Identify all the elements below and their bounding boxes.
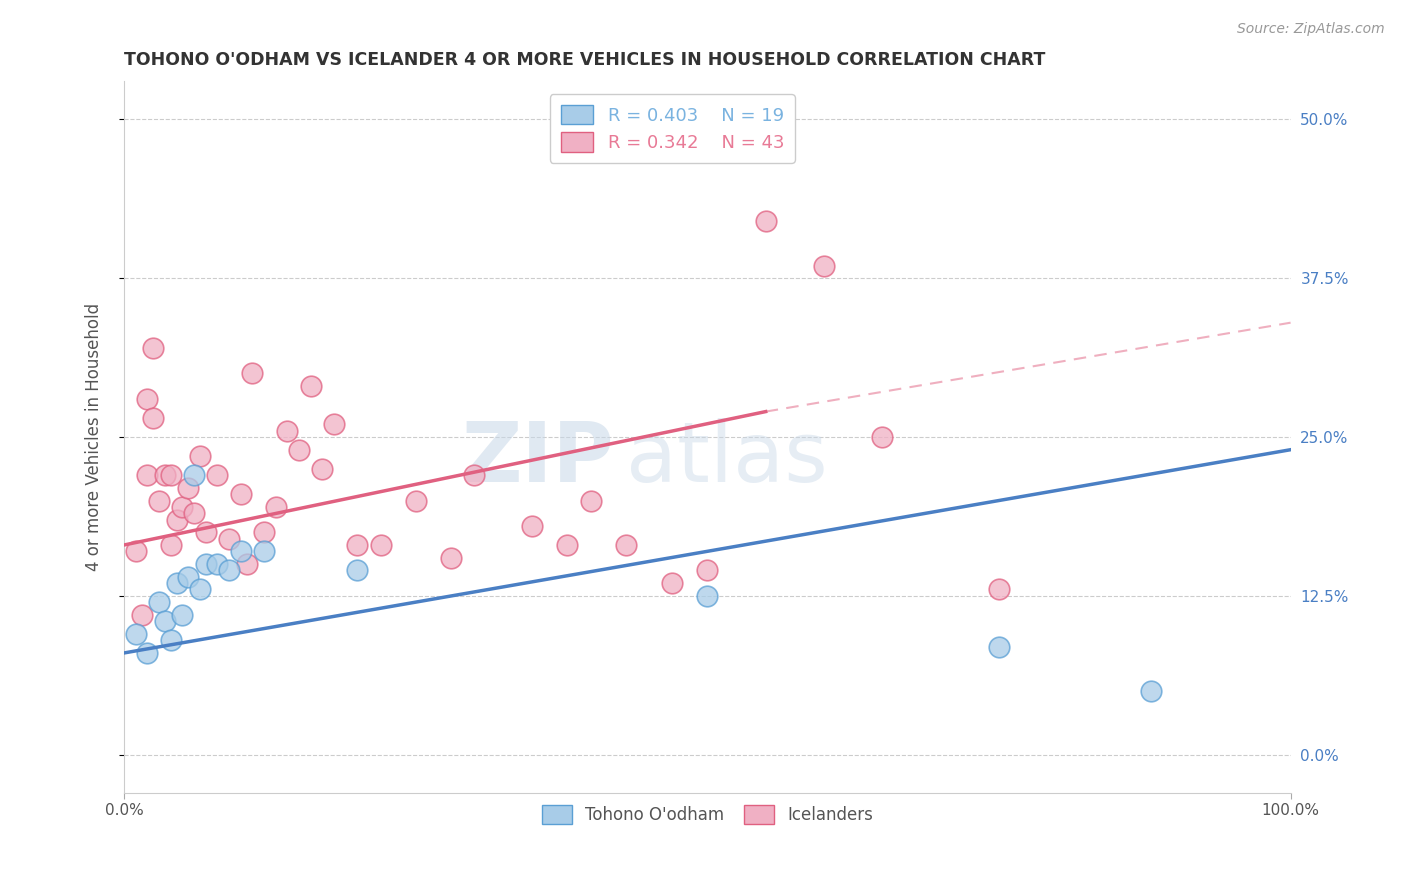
Point (125, 544, 148, 558)
Point (177, 570, 200, 584)
Text: atlas: atlas (626, 417, 828, 499)
Point (218, 563, 240, 577)
Point (194, 525, 217, 540)
Point (229, 544, 252, 558)
Point (346, 563, 368, 577)
Point (253, 525, 276, 540)
Point (194, 557, 217, 571)
Point (188, 582, 211, 597)
Legend: Tohono O'odham, Icelanders: Tohono O'odham, Icelanders (531, 796, 883, 834)
Point (872, 430, 894, 444)
Point (405, 493, 427, 508)
Point (172, 500, 194, 514)
Point (153, 468, 176, 483)
Point (288, 442, 311, 457)
Point (142, 341, 165, 355)
Point (1139, 684, 1161, 698)
Point (183, 506, 205, 520)
Point (136, 646, 159, 660)
Point (755, 214, 778, 228)
Point (346, 538, 368, 552)
Point (276, 424, 298, 438)
Point (299, 379, 322, 393)
Point (136, 468, 159, 483)
Point (661, 576, 683, 591)
Point (172, 607, 194, 622)
Point (311, 462, 333, 476)
Point (614, 538, 637, 552)
Point (148, 595, 170, 609)
Point (463, 468, 485, 483)
Point (142, 411, 165, 425)
Point (813, 259, 835, 273)
Point (242, 367, 264, 381)
Point (183, 468, 205, 483)
Point (125, 627, 148, 641)
Point (159, 538, 181, 552)
Point (370, 538, 392, 552)
Point (579, 493, 602, 508)
Point (136, 392, 159, 406)
Point (253, 544, 276, 558)
Point (218, 532, 240, 546)
Point (264, 500, 287, 514)
Point (696, 589, 718, 603)
Point (988, 640, 1011, 654)
Point (988, 582, 1011, 597)
Point (207, 468, 229, 483)
Text: ZIP: ZIP (461, 417, 614, 499)
Point (177, 481, 200, 495)
Point (166, 512, 188, 526)
Point (235, 557, 257, 571)
Point (153, 614, 176, 628)
Y-axis label: 4 or more Vehicles in Household: 4 or more Vehicles in Household (86, 303, 103, 571)
Point (522, 519, 544, 533)
Point (159, 633, 181, 648)
Text: Source: ZipAtlas.com: Source: ZipAtlas.com (1237, 22, 1385, 37)
Point (207, 557, 229, 571)
Point (159, 468, 181, 483)
Point (131, 607, 153, 622)
Point (696, 563, 718, 577)
Point (440, 550, 463, 565)
Point (323, 417, 346, 432)
Point (166, 576, 188, 591)
Point (229, 487, 252, 501)
Text: TOHONO O'ODHAM VS ICELANDER 4 OR MORE VEHICLES IN HOUSEHOLD CORRELATION CHART: TOHONO O'ODHAM VS ICELANDER 4 OR MORE VE… (124, 51, 1046, 69)
Point (557, 538, 579, 552)
Point (148, 493, 170, 508)
Point (188, 449, 211, 463)
